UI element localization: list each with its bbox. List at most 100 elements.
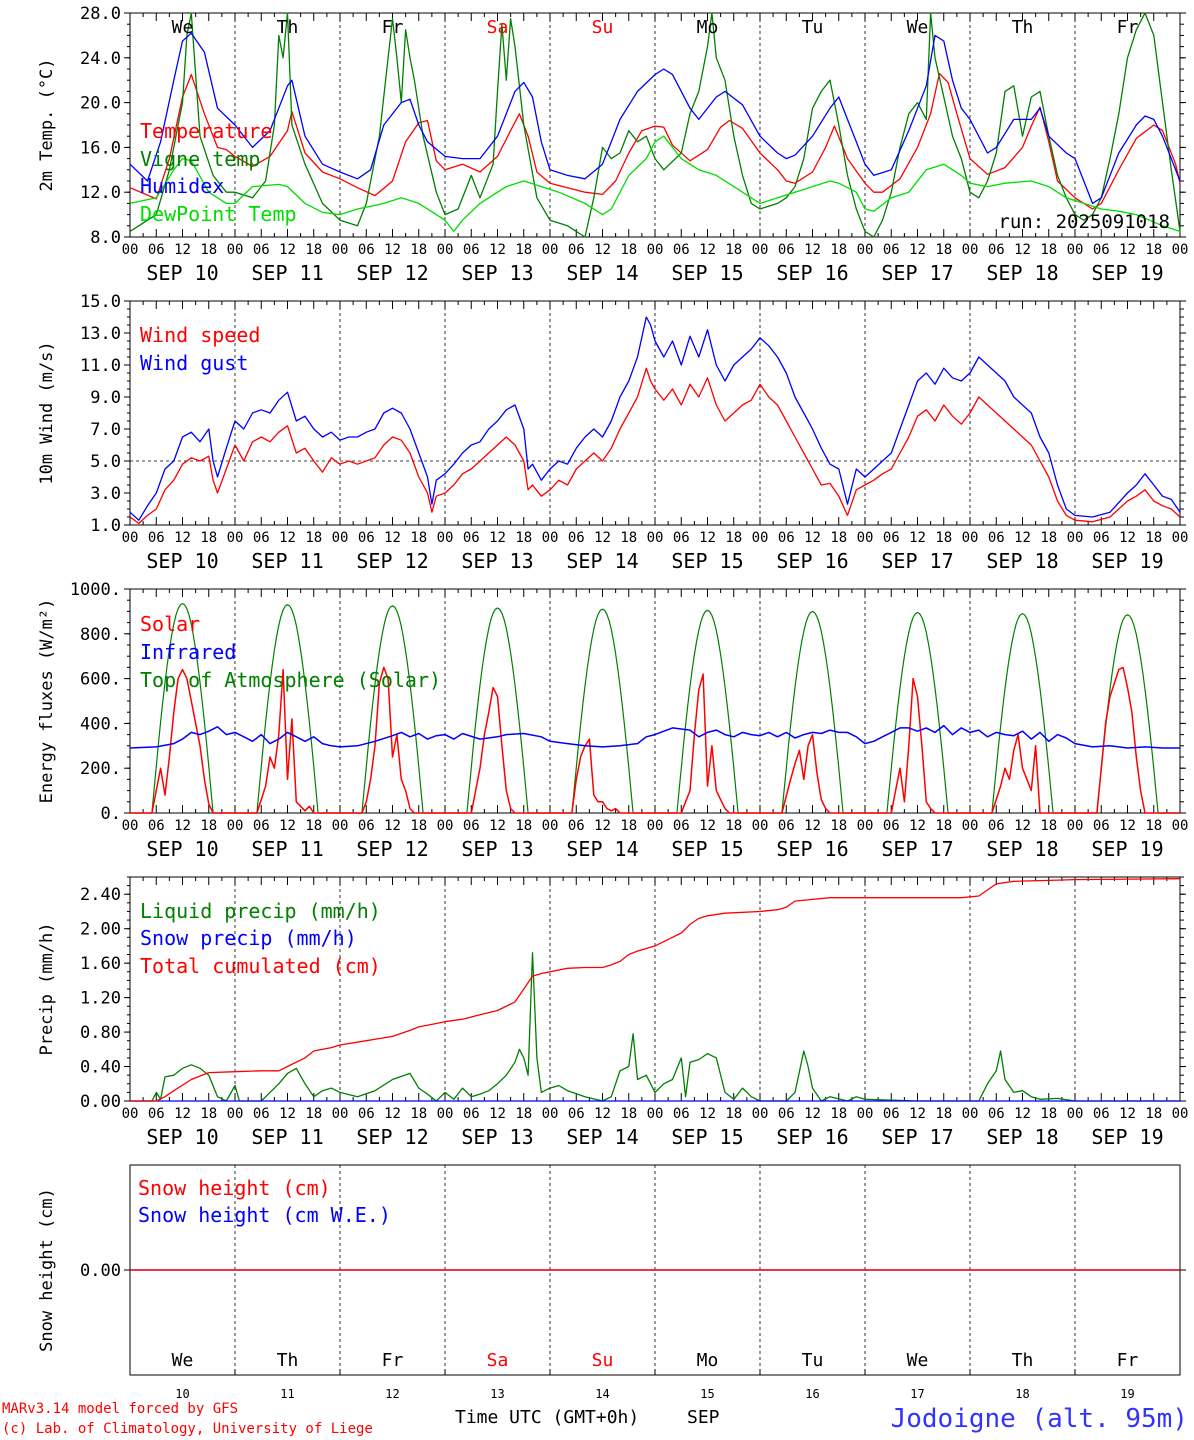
x-hour-label: 18 xyxy=(200,242,217,258)
x-hour-label: 18 xyxy=(515,242,532,258)
y-tick-label: 0.80 xyxy=(80,1023,121,1043)
x-hour-label: 12 xyxy=(279,530,296,546)
legend-entry: Snow height (cm W.E.) xyxy=(138,1203,391,1227)
x-hour-label: 06 xyxy=(883,1106,900,1122)
x-hour-label: 00 xyxy=(857,242,874,258)
x-date-label: SEP 16 xyxy=(776,1125,848,1149)
series-temperature-line xyxy=(129,72,1181,210)
y-tick-label: 28.0 xyxy=(80,4,121,24)
x-hour-label: 12 xyxy=(174,530,191,546)
day-number-label: 17 xyxy=(910,1387,924,1401)
y-tick-label: 800. xyxy=(80,625,121,645)
x-hour-label: 00 xyxy=(962,1106,979,1122)
x-hour-label: 00 xyxy=(962,530,979,546)
x-hour-label: 06 xyxy=(988,530,1005,546)
x-hour-label: 06 xyxy=(568,1106,585,1122)
x-hour-label: 06 xyxy=(778,1106,795,1122)
x-hour-label: 18 xyxy=(620,530,637,546)
x-date-label: SEP 18 xyxy=(986,1125,1058,1149)
x-hour-label: 06 xyxy=(1093,530,1110,546)
y-tick-label: 8.0 xyxy=(90,228,121,248)
x-hour-label: 00 xyxy=(1172,242,1189,258)
x-hour-label: 12 xyxy=(489,818,506,834)
legend-entry: Wind gust xyxy=(140,351,248,375)
day-of-week-label: Tu xyxy=(802,1350,824,1371)
x-date-label: SEP 10 xyxy=(146,837,218,861)
y-tick-label: 0.00 xyxy=(80,1261,121,1281)
y-tick-label: 0. xyxy=(101,804,121,824)
x-hour-label: 00 xyxy=(752,1106,769,1122)
x-date-label: SEP 10 xyxy=(146,261,218,285)
day-of-week-label: We xyxy=(907,1350,929,1371)
x-hour-label: 18 xyxy=(200,530,217,546)
x-hour-label: 12 xyxy=(1014,242,1031,258)
y-tick-label: 3.0 xyxy=(90,484,121,504)
x-date-label: SEP 14 xyxy=(566,261,638,285)
legend-entry: Total cumulated (cm) xyxy=(140,954,381,978)
x-hour-label: 00 xyxy=(1172,530,1189,546)
x-hour-label: 06 xyxy=(148,1106,165,1122)
x-hour-label: 00 xyxy=(227,530,244,546)
x-hour-label: 18 xyxy=(1040,1106,1057,1122)
legend-entry: Solar xyxy=(140,612,200,636)
series-solar-line xyxy=(130,666,1180,814)
x-hour-label: 06 xyxy=(673,818,690,834)
day-of-week-label: Tu xyxy=(802,17,824,38)
x-hour-label: 06 xyxy=(253,242,270,258)
x-hour-label: 00 xyxy=(752,818,769,834)
x-hour-label: 06 xyxy=(358,530,375,546)
y-axis-title: 2m Temp. (°C) xyxy=(37,58,57,191)
x-hour-label: 12 xyxy=(174,818,191,834)
y-tick-label: 16.0 xyxy=(80,138,121,158)
x-date-label: SEP 19 xyxy=(1091,837,1163,861)
x-date-label: SEP 10 xyxy=(146,1125,218,1149)
x-date-label: SEP 12 xyxy=(356,549,428,573)
x-hour-label: 06 xyxy=(988,818,1005,834)
x-hour-label: 00 xyxy=(1067,1106,1084,1122)
x-hour-label: 00 xyxy=(962,818,979,834)
y-tick-label: 13.0 xyxy=(80,324,121,344)
series-vigne-temp-line xyxy=(129,12,1181,238)
y-tick-label: 0.40 xyxy=(80,1058,121,1078)
legend-entry: DewPoint Temp xyxy=(140,202,297,226)
x-hour-label: 00 xyxy=(542,530,559,546)
x-axis-month: SEP xyxy=(687,1407,720,1428)
x-hour-label: 06 xyxy=(463,242,480,258)
x-hour-label: 06 xyxy=(148,818,165,834)
panel-frame xyxy=(129,300,1181,526)
day-of-week-label: Fr xyxy=(1117,17,1139,38)
x-hour-label: 00 xyxy=(1067,818,1084,834)
x-date-label: SEP 11 xyxy=(251,1125,323,1149)
credit-line-1: MARv3.14 model forced by GFS xyxy=(2,1401,238,1417)
x-hour-label: 12 xyxy=(489,242,506,258)
x-hour-label: 12 xyxy=(489,1106,506,1122)
x-hour-label: 06 xyxy=(883,530,900,546)
x-hour-label: 18 xyxy=(935,818,952,834)
run-annotation: run: 2025091018 xyxy=(998,211,1170,233)
x-date-label: SEP 10 xyxy=(146,549,218,573)
x-hour-label: 18 xyxy=(1040,242,1057,258)
x-hour-label: 18 xyxy=(830,818,847,834)
y-tick-label: 400. xyxy=(80,714,121,734)
x-hour-label: 00 xyxy=(752,242,769,258)
legend-entry: Snow precip (mm/h) xyxy=(140,926,357,950)
x-date-label: SEP 15 xyxy=(671,549,743,573)
x-hour-label: 12 xyxy=(384,242,401,258)
x-hour-label: 00 xyxy=(857,818,874,834)
x-hour-label: 00 xyxy=(647,530,664,546)
day-of-week-label: We xyxy=(907,17,929,38)
y-tick-label: 600. xyxy=(80,670,121,690)
x-hour-label: 00 xyxy=(122,1106,139,1122)
x-date-label: SEP 12 xyxy=(356,1125,428,1149)
x-hour-label: 18 xyxy=(305,1106,322,1122)
x-hour-label: 06 xyxy=(463,530,480,546)
energy-panel: 0. 200. 400. 600. 800. 1000. Energy fluxes (W/… xyxy=(37,580,1188,861)
x-hour-label: 12 xyxy=(174,1106,191,1122)
x-hour-label: 18 xyxy=(200,818,217,834)
x-hour-label: 06 xyxy=(673,242,690,258)
x-hour-label: 18 xyxy=(410,530,427,546)
x-hour-label: 06 xyxy=(568,242,585,258)
y-tick-label: 1.0 xyxy=(90,516,121,536)
x-hour-label: 00 xyxy=(542,242,559,258)
y-tick-label: 11.0 xyxy=(80,356,121,376)
